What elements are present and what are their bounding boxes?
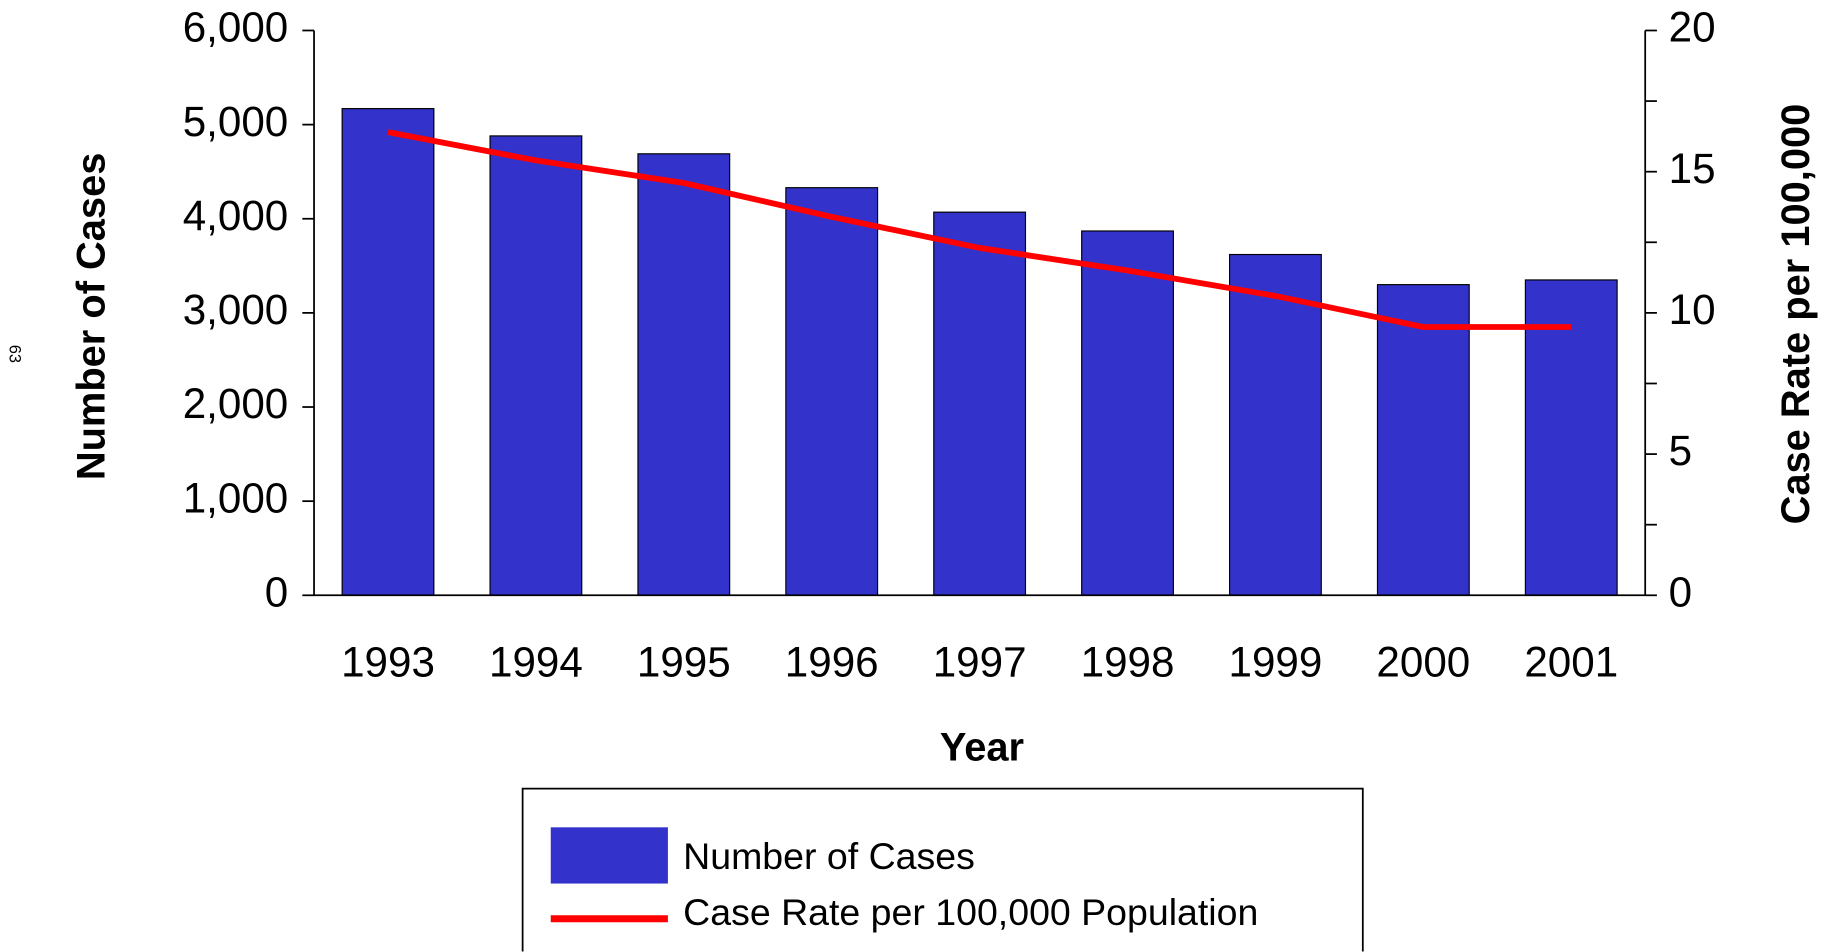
page-number: 63 (6, 345, 24, 363)
x-tick-label: 1999 (1229, 639, 1323, 686)
x-tick-label: 1998 (1081, 639, 1175, 686)
legend-box (521, 787, 1364, 952)
x-tick-label: 1994 (489, 639, 583, 686)
x-tick-label: 2001 (1524, 639, 1618, 686)
y2-tick-label: 0 (1669, 568, 1692, 615)
bar (1524, 279, 1618, 596)
bar (785, 187, 879, 596)
bar (1081, 230, 1174, 596)
y-tick-label: 6,000 (183, 4, 289, 51)
y-tick-label: 5,000 (183, 98, 289, 145)
x-tick-label: 1993 (341, 639, 435, 686)
y2-tick-label: 5 (1669, 427, 1692, 474)
y-tick-label: 0 (265, 568, 288, 615)
y2-tick-label: 20 (1669, 4, 1716, 51)
y-tick-label: 2,000 (183, 380, 289, 427)
bar (489, 135, 583, 596)
x-tick-label: 2000 (1376, 639, 1470, 686)
bar (341, 108, 435, 596)
y2-axis-title: Case Rate per 100,000 (1774, 104, 1818, 525)
y2-tick-label: 15 (1669, 145, 1716, 192)
line (387, 129, 1572, 330)
legend-label: Case Rate per 100,000 Population (683, 891, 1258, 933)
bar (1376, 284, 1470, 596)
bar (637, 153, 731, 596)
y-axis-title: Number of Cases (69, 153, 113, 481)
x-axis-title: Year (940, 725, 1024, 769)
x-tick-label: 1997 (933, 639, 1027, 686)
x-tick-label: 1996 (785, 639, 879, 686)
bar (933, 211, 1027, 596)
legend-label: Number of Cases (683, 835, 975, 877)
y-tick-label: 1,000 (183, 474, 289, 521)
y2-tick-label: 10 (1669, 286, 1716, 333)
y-tick-label: 4,000 (183, 192, 289, 239)
y-tick-label: 3,000 (183, 286, 289, 333)
legend-swatch (550, 827, 668, 884)
x-tick-label: 1995 (637, 639, 731, 686)
